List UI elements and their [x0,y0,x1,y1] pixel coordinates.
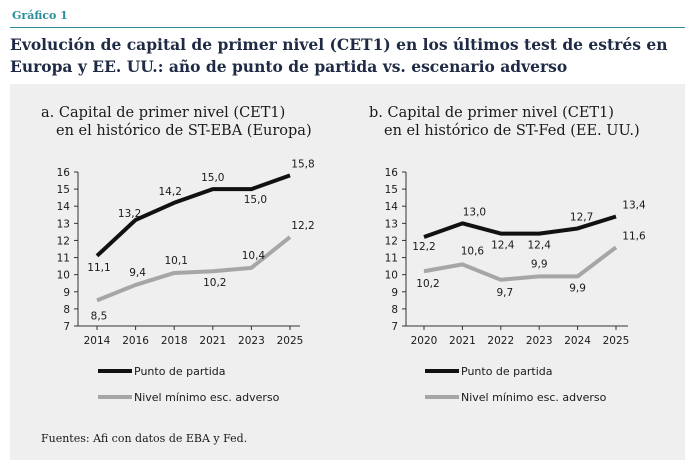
data-label-adverse: 10,6 [461,245,485,257]
data-label-start: 15,8 [291,158,314,170]
legend-label: Punto de partida [461,364,553,378]
chart-a-legend-start: Punto de partida [98,358,279,384]
data-label-adverse: 11,6 [622,230,646,242]
y-tick-label: 13 [385,218,398,230]
x-tick-label: 2023 [238,335,265,347]
y-tick-label: 7 [391,321,398,333]
figure-title: Evolución de capital de primer nivel (CE… [10,35,668,76]
chart-b-title: b. Capital de primer nivel (CET1) en el … [369,104,640,140]
data-label-start: 13,4 [622,199,646,211]
y-tick-label: 14 [385,201,399,213]
x-tick-label: 2018 [161,335,188,347]
y-tick-label: 10 [385,270,398,282]
data-label-adverse: 10,2 [203,277,226,289]
y-tick-label: 16 [385,167,399,179]
y-tick-label: 9 [63,287,70,299]
header-rule [10,27,685,28]
legend-swatch-start [425,369,459,373]
chart-b-title-line1: b. Capital de primer nivel (CET1) [369,105,614,121]
data-label-start: 14,2 [159,186,182,198]
y-tick-label: 14 [57,201,71,213]
data-label-adverse: 10,4 [242,250,266,262]
x-tick-label: 2014 [84,335,111,347]
x-tick-label: 2024 [564,335,591,347]
y-tick-label: 8 [63,304,70,316]
y-tick-label: 9 [391,287,398,299]
y-tick-label: 11 [57,253,70,265]
data-label-start: 12,2 [412,241,435,253]
x-tick-label: 2023 [526,335,553,347]
data-label-start: 13,0 [463,206,486,218]
data-label-adverse: 12,2 [291,220,314,232]
data-label-adverse: 9,4 [129,267,146,279]
x-tick-label: 2025 [277,335,304,347]
series-line-start [95,173,291,258]
x-tick-label: 2025 [603,335,630,347]
data-label-adverse: 9,7 [496,287,513,299]
data-label-start: 12,4 [528,240,552,252]
legend-label: Nivel mínimo esc. adverso [461,390,607,404]
series-line-adverse [96,235,292,303]
chart-b-legend: Punto de partida Nivel mínimo esc. adver… [425,358,606,410]
data-label-start: 15,0 [201,172,224,184]
data-label-start: 12,4 [491,240,515,252]
data-label-adverse: 10,1 [165,255,188,267]
y-tick-label: 11 [385,253,398,265]
legend-swatch-start [98,369,132,373]
chart-b-legend-adverse: Nivel mínimo esc. adverso [425,384,606,410]
legend-label: Nivel mínimo esc. adverso [134,390,280,404]
data-label-adverse: 9,9 [531,258,548,270]
data-label-adverse: 9,9 [569,282,586,294]
y-tick-label: 16 [57,167,71,179]
chart-a-title: a. Capital de primer nivel (CET1) en el … [41,104,312,140]
y-tick-label: 7 [63,321,70,333]
chart-a-title-line1: a. Capital de primer nivel (CET1) [41,105,286,121]
x-tick-label: 2020 [411,335,438,347]
x-tick-label: 2021 [449,335,476,347]
x-tick-label: 2021 [199,335,226,347]
legend-label: Punto de partida [134,364,226,378]
chart-a-title-line2: en el histórico de ST-EBA (Europa) [56,123,312,139]
y-tick-label: 12 [57,235,70,247]
legend-swatch-adverse [98,395,132,399]
chart-a-legend: Punto de partida Nivel mínimo esc. adver… [98,358,279,410]
source-note: Fuentes: Afi con datos de EBA y Fed. [41,432,248,445]
data-label-start: 12,7 [570,211,593,223]
y-tick-label: 10 [57,270,70,282]
x-tick-label: 2016 [122,335,149,347]
data-label-start: 11,1 [87,262,110,274]
y-tick-label: 15 [57,184,70,196]
y-tick-label: 15 [385,184,398,196]
data-label-start: 15,0 [244,194,267,206]
y-tick-label: 12 [385,235,398,247]
data-label-adverse: 10,2 [416,278,439,290]
chart-b-legend-start: Punto de partida [425,358,606,384]
series-line-start [423,214,617,239]
chart-a-legend-adverse: Nivel mínimo esc. adverso [98,384,279,410]
legend-swatch-adverse [425,395,459,399]
series-line-adverse [423,245,618,282]
data-label-adverse: 8,5 [91,310,108,322]
x-tick-label: 2022 [487,335,514,347]
y-tick-label: 13 [57,218,70,230]
y-tick-label: 8 [391,304,398,316]
chart-b-title-line2: en el histórico de ST-Fed (EE. UU.) [384,123,640,139]
data-label-start: 13,2 [118,208,141,220]
figure-label: Gráfico 1 [12,9,68,22]
